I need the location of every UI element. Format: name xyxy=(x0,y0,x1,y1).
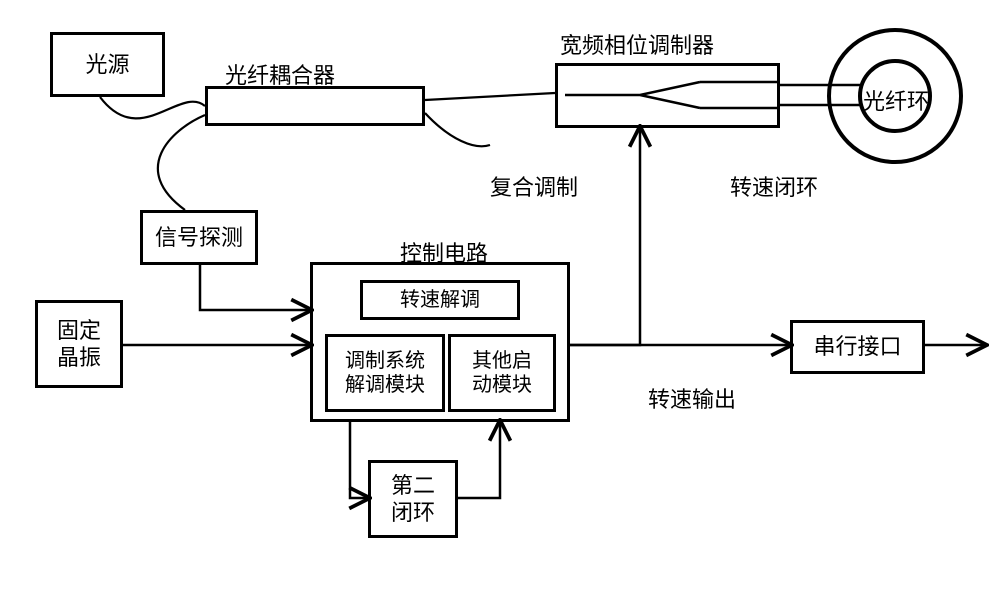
speed-output-label: 转速输出 xyxy=(648,382,736,414)
broadband-modulator-label: 宽频相位调制器 xyxy=(560,28,714,60)
fiber-ring-label: 光纤环 xyxy=(863,84,929,116)
fixed-oscillator: 固定 晶振 xyxy=(35,300,123,388)
arrow-second-to-ctrl xyxy=(458,422,500,498)
speed-demod: 转速解调 xyxy=(360,280,520,320)
light-source-label: 光源 xyxy=(85,51,129,79)
compound-modulation-label: 复合调制 xyxy=(490,170,578,202)
speed-closed-loop-label: 转速闭环 xyxy=(730,170,818,202)
serial-interface: 串行接口 xyxy=(790,320,925,374)
second-closed-loop-label: 第二 闭环 xyxy=(391,472,435,527)
other-start-module-label: 其他启 动模块 xyxy=(472,349,532,397)
speed-demod-label: 转速解调 xyxy=(400,288,480,312)
arrow-ctrl-to-modulator xyxy=(570,128,640,345)
signal-detect-label: 信号探测 xyxy=(155,224,243,252)
fiber-coupler-to-detect xyxy=(158,115,205,210)
fiber-coupler xyxy=(205,86,425,126)
serial-interface-label: 串行接口 xyxy=(813,333,901,361)
fixed-oscillator-label: 固定 晶振 xyxy=(57,317,101,372)
arrow-detect-to-ctrl xyxy=(200,265,310,310)
mod-system-demod-label: 调制系统 解调模块 xyxy=(345,349,425,397)
fiber-src-to-coupler xyxy=(100,97,205,118)
arrow-ctrl-to-second xyxy=(350,422,368,498)
signal-detect: 信号探测 xyxy=(140,210,258,265)
light-source: 光源 xyxy=(50,32,165,97)
second-closed-loop: 第二 闭环 xyxy=(368,460,458,538)
broadband-modulator xyxy=(555,63,780,128)
fiber-coupler-right-a xyxy=(425,93,555,100)
mod-system-demod: 调制系统 解调模块 xyxy=(325,334,445,412)
fiber-coupler-tail xyxy=(425,113,490,146)
other-start-module: 其他启 动模块 xyxy=(448,334,556,412)
